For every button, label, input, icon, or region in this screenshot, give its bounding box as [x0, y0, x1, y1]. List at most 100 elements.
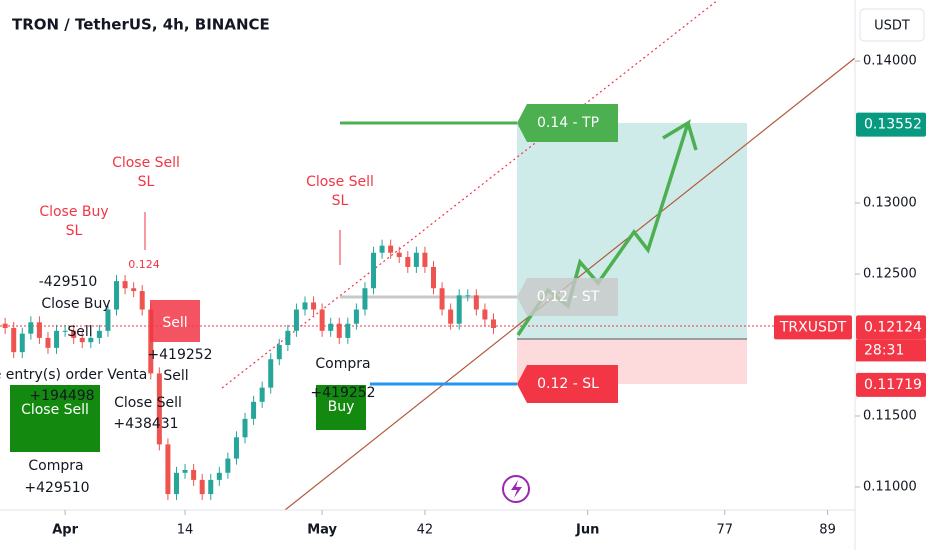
- annotation: Close Buy: [41, 296, 110, 312]
- candle-body: [336, 323, 342, 338]
- annotation: Sell: [67, 324, 92, 340]
- buy-box: [10, 385, 100, 452]
- price-tag: [856, 372, 926, 397]
- symbol-tag: [774, 315, 852, 340]
- x-tick-label: 89: [819, 523, 836, 538]
- level-tag: [517, 278, 618, 316]
- candle-body: [165, 444, 171, 495]
- buy-box: [316, 385, 366, 430]
- candle-body: [388, 245, 394, 253]
- y-tick-label: 0.12500: [863, 267, 917, 282]
- candle-body: [259, 387, 265, 402]
- currency: USDT: [874, 19, 910, 34]
- annotation: Sell: [163, 368, 188, 384]
- y-tick-label: 0.11500: [863, 409, 917, 424]
- level-tag: [517, 365, 618, 403]
- annotation: Close Sell: [112, 155, 180, 171]
- annotation: +419252: [147, 347, 212, 363]
- candle-body: [242, 418, 248, 438]
- candle-body: [422, 252, 428, 267]
- candle-body: [379, 245, 385, 253]
- candle-body: [122, 281, 128, 289]
- price-tag-label: 0.13552: [864, 117, 922, 133]
- countdown: 28:31: [864, 342, 904, 358]
- candle-body: [208, 479, 214, 495]
- annotation: Sell: [162, 315, 187, 331]
- annotation: Buy: [328, 399, 355, 415]
- candle-body: [328, 323, 334, 331]
- currency-button[interactable]: [859, 8, 925, 42]
- annotation: Close Sell: [306, 174, 374, 190]
- annotation: SL: [332, 193, 349, 209]
- x-tick-label: May: [307, 523, 337, 538]
- candle-body: [36, 322, 42, 338]
- candle-body: [182, 469, 188, 473]
- price-tag: [856, 315, 926, 340]
- candle-body: [439, 288, 445, 310]
- candle-body: [396, 252, 402, 257]
- x-tick-label: 77: [717, 523, 734, 538]
- candle-body: [45, 337, 51, 348]
- candle-body: [405, 256, 411, 267]
- candle-body: [371, 252, 377, 289]
- candle-body: [268, 359, 274, 388]
- candle-body: [456, 295, 462, 324]
- candle-body: [62, 330, 68, 332]
- candle-body: [293, 309, 299, 331]
- annotation: 0.124: [128, 258, 160, 271]
- symbol-tag-label: TRXUSDT: [779, 319, 847, 335]
- candle-body: [28, 322, 34, 334]
- candle-body: [430, 266, 436, 289]
- x-tick-label: 14: [177, 523, 194, 538]
- y-tick-label: 0.13000: [863, 196, 917, 211]
- candle-body: [465, 295, 471, 297]
- x-tick-label: Jun: [575, 523, 599, 538]
- annotation: Close Sell: [21, 402, 89, 418]
- candle-body: [105, 309, 111, 331]
- annotation: Compra: [315, 356, 370, 372]
- candle-body: [311, 302, 317, 310]
- x-tick-label: Apr: [52, 523, 78, 538]
- candle-body: [233, 437, 239, 459]
- candle-body: [251, 401, 257, 419]
- annotation: SL: [66, 223, 83, 239]
- event-icon[interactable]: [502, 475, 530, 503]
- candle-body: [353, 309, 359, 324]
- candle-body: [413, 252, 419, 267]
- candle-body: [216, 472, 222, 480]
- candle-body: [302, 302, 308, 310]
- candle-body: [131, 288, 137, 292]
- x-tick-label: 42: [417, 523, 434, 538]
- annotation: e entry(s) order Venta: [0, 367, 147, 383]
- candle-body: [345, 323, 351, 338]
- candle-body: [114, 281, 120, 310]
- annotation: -429510: [39, 274, 98, 290]
- annotation: +419252: [310, 385, 375, 401]
- price-tag: [856, 112, 926, 137]
- candle-body: [173, 472, 179, 495]
- annotation: Close Buy: [39, 204, 108, 220]
- overlays: Close Buy SL Close Sell SL Close Sell SL…: [0, 119, 698, 503]
- annotation: +194498: [29, 388, 94, 404]
- annotation: SL: [138, 174, 155, 190]
- countdown-tag: [856, 339, 926, 362]
- candle-body: [482, 309, 488, 320]
- candle-body: [79, 337, 85, 343]
- candle-body: [225, 458, 231, 473]
- candle-body: [448, 309, 454, 324]
- candle-body: [276, 345, 282, 360]
- candle-body: [199, 479, 205, 495]
- candle-body: [54, 330, 60, 348]
- candle-body: [156, 373, 162, 445]
- axes: 0.14000 0.13000 0.12500 0.11500 0.11000 Apr 14…: [52, 54, 926, 538]
- candle-body: [19, 333, 25, 353]
- candle-body: [473, 295, 479, 310]
- level-labels: 0.14 - TP 0.12 - ST 0.12 - SL: [517, 104, 618, 403]
- event-icon-bolt: [511, 480, 522, 498]
- candles: [2, 239, 496, 501]
- sell-box: [150, 300, 200, 342]
- annotation: Compra: [28, 458, 83, 474]
- level-tag: [517, 104, 618, 142]
